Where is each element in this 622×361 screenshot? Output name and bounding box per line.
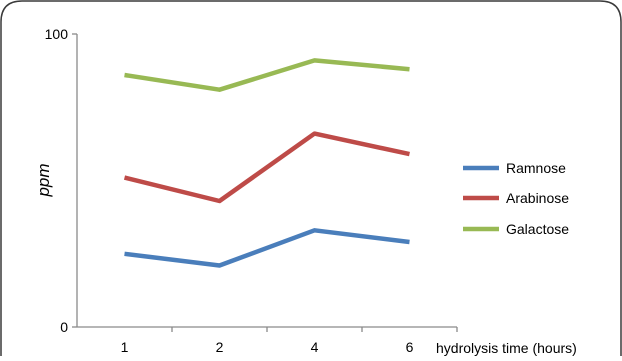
y-tick-label-max: 100: [45, 26, 69, 42]
legend-label-galactose: Galactose: [506, 221, 569, 237]
x-tick-label: 6: [406, 339, 414, 355]
series-line-ramnose: [124, 228, 410, 268]
x-tick-label: 4: [311, 339, 319, 355]
y-tick-label-min: 0: [60, 319, 68, 335]
y-axis-title: ppm: [34, 163, 53, 197]
legend-label-arabinose: Arabinose: [506, 190, 569, 206]
series-line-arabinose: [123, 131, 410, 204]
legend-label-ramnose: Ramnose: [506, 160, 566, 176]
legend: Ramnose Arabinose Galactose: [463, 160, 569, 237]
x-tick-label: 1: [121, 339, 129, 355]
x-tick-label: 2: [216, 339, 224, 355]
x-axis-title: hydrolysis time (hours): [436, 340, 577, 356]
series-line-galactose: [124, 58, 410, 92]
